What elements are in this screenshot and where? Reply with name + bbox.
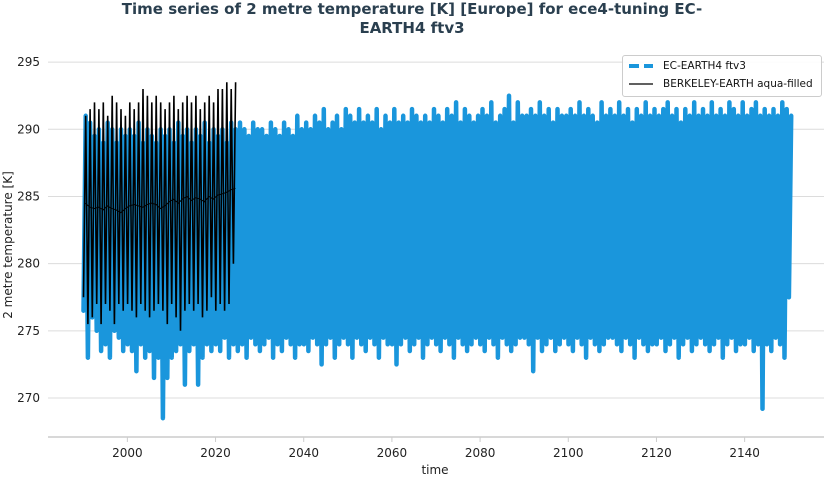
y-tick-label: 285 — [17, 189, 40, 203]
legend-label-ec-earth: EC-EARTH4 ftv3 — [663, 60, 746, 72]
title-line-1: Time series of 2 metre temperature [K] [… — [121, 0, 703, 18]
x-tick-label: 2020 — [200, 446, 231, 460]
series-line-berkeley-earth-annual-mean — [85, 187, 236, 214]
x-tick-label: 2120 — [641, 446, 672, 460]
title-line-2: EARTH4 ftv3 — [359, 19, 465, 37]
legend: EC-EARTH4 ftv3 BERKELEY-EARTH aqua-fille… — [622, 55, 822, 97]
legend-swatch-berkeley — [629, 83, 653, 85]
x-tick-label: 2140 — [729, 446, 760, 460]
legend-label-berkeley: BERKELEY-EARTH aqua-filled — [663, 78, 813, 90]
y-axis-label: 2 metre temperature [K] — [1, 171, 15, 319]
x-tick-label: 2080 — [465, 446, 496, 460]
x-tick-label: 2100 — [553, 446, 584, 460]
y-tick-label: 290 — [17, 122, 40, 136]
y-tick-label: 280 — [17, 257, 40, 271]
y-tick-label: 270 — [17, 391, 40, 405]
x-tick-label: 2060 — [377, 446, 408, 460]
x-axis-label: time — [421, 463, 448, 477]
chart-title: Time series of 2 metre temperature [K] [… — [0, 0, 824, 38]
legend-swatch-ec-earth — [629, 64, 653, 68]
series-line-berkeley-earth — [82, 82, 237, 331]
x-tick-label: 2040 — [288, 446, 319, 460]
y-tick-label: 295 — [17, 55, 40, 69]
y-tick-label: 275 — [17, 324, 40, 338]
x-tick-label: 2000 — [112, 446, 143, 460]
